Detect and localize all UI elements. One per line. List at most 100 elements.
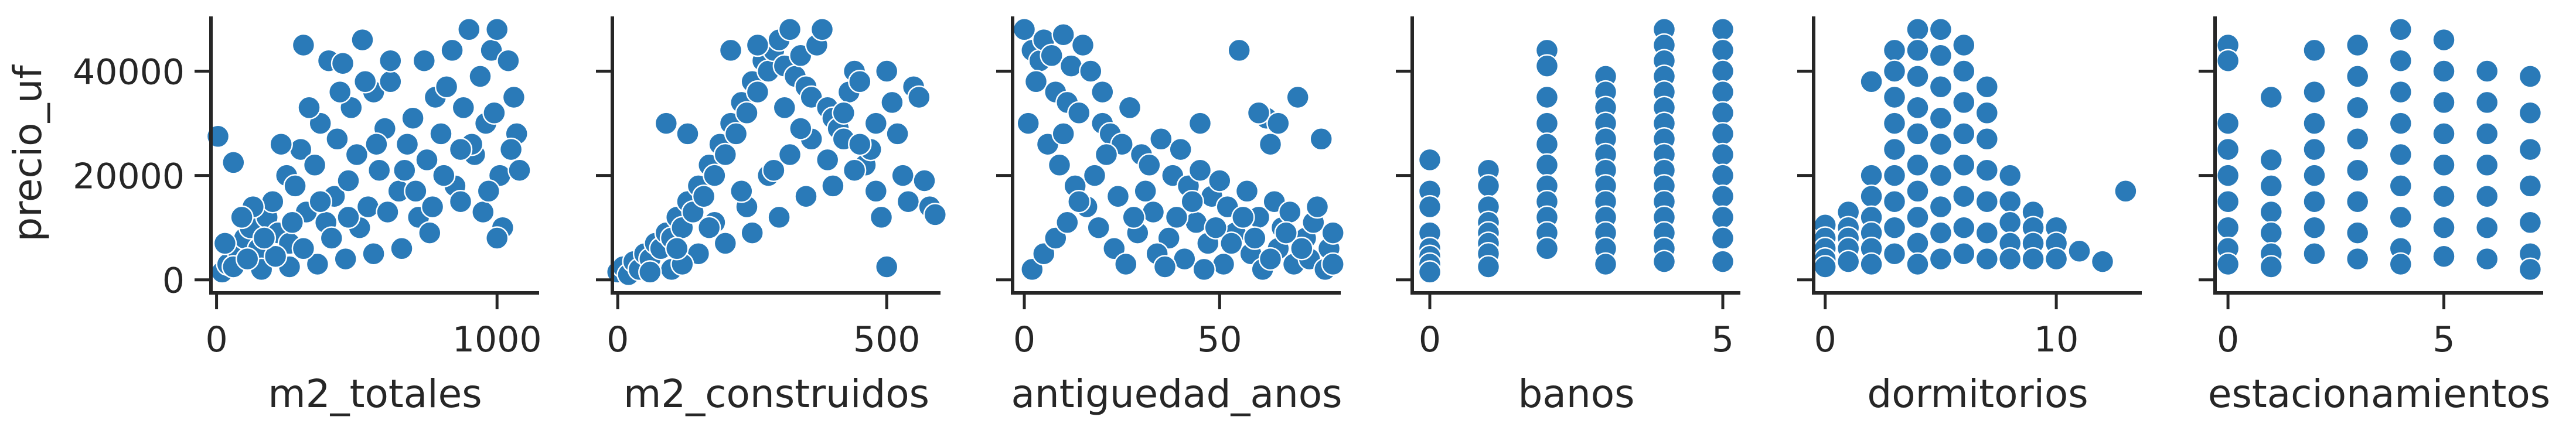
data-point — [395, 132, 420, 156]
data-point — [420, 194, 445, 219]
data-point — [1235, 179, 1259, 203]
data-point — [2345, 158, 2370, 182]
data-point — [1246, 101, 1271, 125]
data-point — [880, 90, 904, 115]
data-point — [1859, 163, 1883, 187]
data-point — [1266, 111, 1290, 135]
data-point — [1012, 18, 1037, 42]
data-point — [2259, 200, 2284, 224]
x-tick-label: 0 — [205, 319, 227, 360]
data-point — [864, 111, 888, 135]
data-point — [222, 151, 246, 175]
data-point — [1813, 255, 1837, 279]
data-point — [2345, 189, 2370, 214]
data-point — [1928, 163, 1953, 187]
data-point — [745, 33, 770, 57]
data-point — [393, 158, 417, 182]
y-tick-label: 20000 — [73, 156, 185, 197]
data-point — [1859, 252, 1883, 276]
data-point — [1998, 247, 2022, 271]
data-point — [356, 194, 380, 219]
data-point — [2067, 239, 2091, 264]
data-point — [1952, 33, 1976, 57]
data-point — [1710, 163, 1735, 187]
data-point — [1882, 241, 1907, 266]
data-point — [896, 189, 921, 214]
data-point — [2216, 163, 2240, 187]
x-tick-label: 0 — [1419, 319, 1441, 360]
data-point — [713, 231, 738, 255]
data-point — [2475, 184, 2499, 209]
data-point — [1086, 216, 1110, 240]
data-point — [821, 174, 845, 198]
x-tick-label: 1000 — [452, 319, 542, 360]
data-point — [1141, 200, 1166, 224]
data-point — [2518, 210, 2543, 235]
data-point — [2216, 216, 2240, 240]
data-point — [269, 132, 293, 156]
data-point — [1079, 59, 1103, 83]
data-point — [778, 142, 802, 167]
data-point — [1928, 74, 1953, 99]
data-point — [2432, 59, 2456, 83]
data-point — [1321, 221, 1345, 245]
panel-m2_construidos: 0 500 m2_construidos — [596, 16, 948, 416]
data-point — [2388, 205, 2413, 230]
data-point — [2518, 257, 2543, 282]
data-point — [1274, 221, 1298, 245]
data-point — [1094, 142, 1119, 167]
data-point — [2475, 216, 2499, 240]
data-point — [379, 49, 403, 73]
data-point — [1535, 54, 1559, 78]
data-point — [1168, 137, 1192, 162]
data-point — [697, 216, 721, 240]
data-point — [745, 80, 770, 104]
x-tick-label: 500 — [853, 319, 921, 360]
data-point — [482, 101, 506, 125]
data-point — [1024, 70, 1048, 94]
data-point — [778, 18, 802, 42]
data-point — [1184, 210, 1208, 235]
data-point — [2388, 174, 2413, 198]
data-point — [1975, 189, 1999, 214]
data-point — [319, 226, 344, 250]
x-tick-label: 0 — [1013, 319, 1035, 360]
data-point — [665, 237, 689, 261]
x-axis-label: dormitorios — [1867, 371, 2088, 416]
data-point — [891, 163, 915, 187]
data-point — [261, 189, 285, 214]
data-point — [762, 158, 786, 182]
data-point — [401, 106, 425, 130]
data-point — [885, 122, 909, 146]
data-point — [907, 85, 931, 110]
data-point — [2432, 122, 2456, 146]
data-point — [923, 203, 948, 227]
data-point — [848, 70, 872, 94]
data-point — [1906, 122, 1930, 146]
y-tick-label: 0 — [162, 261, 185, 302]
data-point — [2432, 216, 2456, 240]
x-tick-label: 5 — [1712, 319, 1734, 360]
data-point — [235, 247, 260, 271]
data-point — [1882, 59, 1907, 83]
data-point — [1067, 101, 1091, 125]
data-point — [2475, 153, 2499, 177]
data-point — [832, 101, 856, 125]
data-point — [1535, 85, 1559, 110]
data-point — [305, 252, 330, 276]
data-point — [2345, 221, 2370, 245]
data-point — [713, 142, 738, 167]
data-point — [471, 200, 495, 224]
data-point — [874, 59, 899, 83]
data-point — [2388, 49, 2413, 73]
x-axis-label: m2_construidos — [623, 371, 929, 416]
data-point — [2302, 241, 2326, 266]
data-point — [1710, 142, 1735, 167]
data-point — [496, 49, 520, 73]
data-point — [2090, 250, 2115, 274]
data-point — [1710, 38, 1735, 63]
data-point — [485, 18, 509, 42]
data-point — [325, 127, 349, 151]
data-point — [415, 148, 439, 172]
